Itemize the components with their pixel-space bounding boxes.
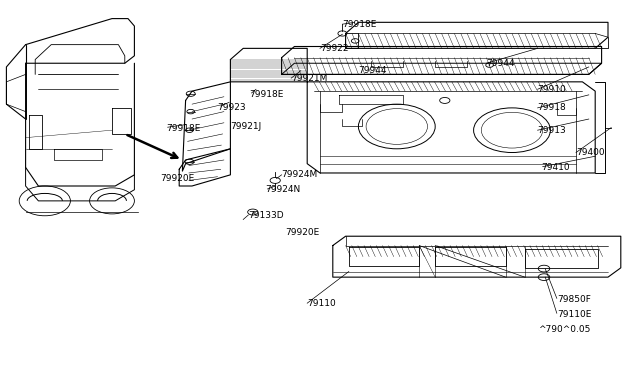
Text: 79133D: 79133D <box>248 211 284 220</box>
Text: 79410: 79410 <box>541 163 570 172</box>
Text: 79920E: 79920E <box>160 174 195 183</box>
Text: 79918E: 79918E <box>342 20 377 29</box>
Text: 79400: 79400 <box>576 148 605 157</box>
Text: 79920E: 79920E <box>285 228 319 237</box>
Text: ^790^0.05: ^790^0.05 <box>538 325 590 334</box>
Text: 79924N: 79924N <box>266 185 301 194</box>
Text: 79918: 79918 <box>538 103 566 112</box>
Text: 79944: 79944 <box>358 66 387 75</box>
Text: 79923: 79923 <box>218 103 246 112</box>
Text: 79918E: 79918E <box>250 90 284 99</box>
Text: 79910: 79910 <box>538 85 566 94</box>
Text: 79918E: 79918E <box>166 124 201 133</box>
Text: 79913: 79913 <box>538 126 566 135</box>
Text: 79924M: 79924M <box>282 170 318 179</box>
Text: 79850F: 79850F <box>557 295 591 304</box>
Text: 79944: 79944 <box>486 59 515 68</box>
Text: 79110E: 79110E <box>557 310 591 319</box>
Text: 79922: 79922 <box>320 44 349 53</box>
Text: 79921M: 79921M <box>291 74 328 83</box>
Text: 79921J: 79921J <box>230 122 262 131</box>
Text: 79110: 79110 <box>307 299 336 308</box>
